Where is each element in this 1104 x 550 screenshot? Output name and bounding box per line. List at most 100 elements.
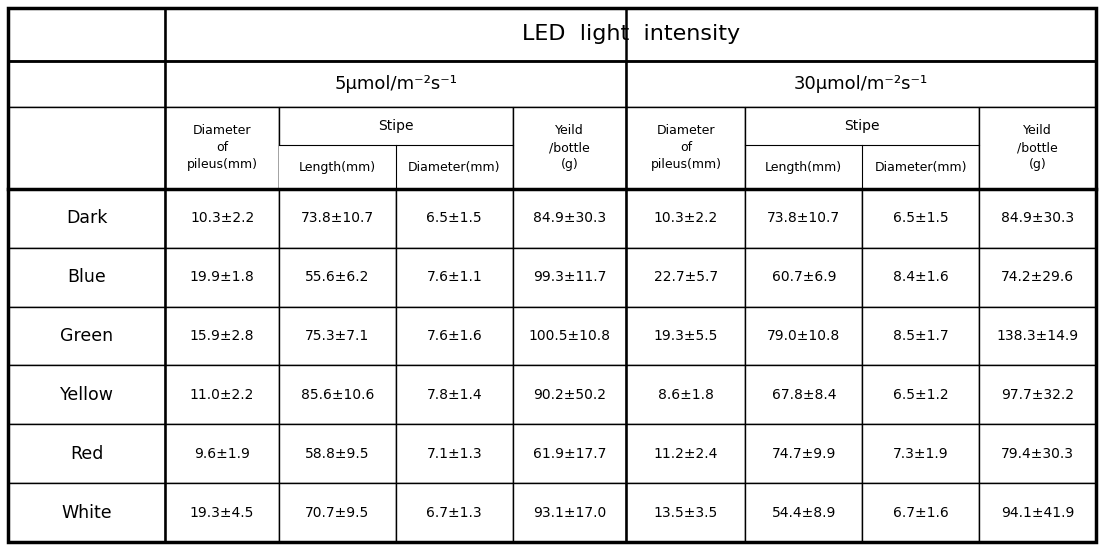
Text: Green: Green xyxy=(60,327,114,345)
Text: 85.6±10.6: 85.6±10.6 xyxy=(300,388,374,402)
Bar xyxy=(745,365,862,424)
Text: 79.4±30.3: 79.4±30.3 xyxy=(1001,447,1074,461)
Text: 7.8±1.4: 7.8±1.4 xyxy=(426,388,482,402)
Text: 6.5±1.2: 6.5±1.2 xyxy=(893,388,948,402)
Text: 6.5±1.5: 6.5±1.5 xyxy=(426,211,482,226)
Bar xyxy=(279,145,396,189)
Text: 10.3±2.2: 10.3±2.2 xyxy=(190,211,254,226)
Bar xyxy=(166,60,626,107)
Text: Diameter(mm): Diameter(mm) xyxy=(874,161,967,174)
Text: 73.8±10.7: 73.8±10.7 xyxy=(300,211,374,226)
Text: 9.6±1.9: 9.6±1.9 xyxy=(194,447,250,461)
Bar xyxy=(979,483,1096,542)
Text: Red: Red xyxy=(70,445,104,463)
Text: 75.3±7.1: 75.3±7.1 xyxy=(305,329,370,343)
Text: 8.6±1.8: 8.6±1.8 xyxy=(658,388,714,402)
Bar xyxy=(279,248,396,306)
Bar xyxy=(862,424,979,483)
Text: 70.7±9.5: 70.7±9.5 xyxy=(305,505,370,520)
Text: 60.7±6.9: 60.7±6.9 xyxy=(772,270,836,284)
Text: Diameter
of
pileus(mm): Diameter of pileus(mm) xyxy=(650,124,721,171)
Bar xyxy=(512,189,626,248)
Text: Yeild
/bottle
(g): Yeild /bottle (g) xyxy=(549,124,590,171)
Bar xyxy=(166,107,279,189)
Text: 6.5±1.5: 6.5±1.5 xyxy=(893,211,948,226)
Text: 13.5±3.5: 13.5±3.5 xyxy=(654,505,718,520)
Bar xyxy=(979,365,1096,424)
Text: 54.4±8.9: 54.4±8.9 xyxy=(772,505,836,520)
Bar xyxy=(626,306,745,365)
Bar xyxy=(512,248,626,306)
Bar xyxy=(279,483,396,542)
Text: Diameter
of
pileus(mm): Diameter of pileus(mm) xyxy=(187,124,257,171)
Bar xyxy=(862,483,979,542)
Text: 93.1±17.0: 93.1±17.0 xyxy=(533,505,606,520)
Bar xyxy=(862,306,979,365)
Bar xyxy=(8,306,166,365)
Text: 84.9±30.3: 84.9±30.3 xyxy=(533,211,606,226)
Text: 55.6±6.2: 55.6±6.2 xyxy=(305,270,370,284)
Text: 5μmol/m⁻²s⁻¹: 5μmol/m⁻²s⁻¹ xyxy=(335,75,457,93)
Text: 22.7±5.7: 22.7±5.7 xyxy=(654,270,718,284)
Text: Length(mm): Length(mm) xyxy=(765,161,842,174)
Bar xyxy=(745,306,862,365)
Bar xyxy=(979,107,1096,189)
Bar xyxy=(745,107,979,189)
Bar xyxy=(512,424,626,483)
Bar xyxy=(166,483,279,542)
Bar xyxy=(279,107,512,189)
Bar xyxy=(626,107,745,189)
Bar xyxy=(8,248,166,306)
Bar xyxy=(626,424,745,483)
Bar xyxy=(8,424,166,483)
Bar xyxy=(166,306,279,365)
Bar xyxy=(626,189,745,248)
Text: 10.3±2.2: 10.3±2.2 xyxy=(654,211,718,226)
Text: 7.1±1.3: 7.1±1.3 xyxy=(426,447,482,461)
Text: 61.9±17.7: 61.9±17.7 xyxy=(533,447,606,461)
Text: LED  light  intensity: LED light intensity xyxy=(521,24,740,45)
Bar xyxy=(512,365,626,424)
Bar xyxy=(8,483,166,542)
Text: White: White xyxy=(62,504,112,521)
Text: 74.2±29.6: 74.2±29.6 xyxy=(1001,270,1074,284)
Text: 7.6±1.6: 7.6±1.6 xyxy=(426,329,482,343)
Bar xyxy=(745,248,862,306)
Text: Diameter(mm): Diameter(mm) xyxy=(408,161,500,174)
Text: 30μmol/m⁻²s⁻¹: 30μmol/m⁻²s⁻¹ xyxy=(794,75,928,93)
Bar xyxy=(626,248,745,306)
Text: Dark: Dark xyxy=(66,209,107,227)
Text: Stipe: Stipe xyxy=(845,119,880,133)
Text: 73.8±10.7: 73.8±10.7 xyxy=(767,211,840,226)
Text: Yeild
/bottle
(g): Yeild /bottle (g) xyxy=(1017,124,1058,171)
Bar xyxy=(166,365,279,424)
Bar xyxy=(979,189,1096,248)
Text: 19.3±5.5: 19.3±5.5 xyxy=(654,329,718,343)
Bar xyxy=(279,424,396,483)
Bar xyxy=(396,365,512,424)
Bar xyxy=(979,248,1096,306)
Text: 90.2±50.2: 90.2±50.2 xyxy=(533,388,606,402)
Bar xyxy=(8,189,166,248)
Text: 94.1±41.9: 94.1±41.9 xyxy=(1001,505,1074,520)
Text: 6.7±1.3: 6.7±1.3 xyxy=(426,505,482,520)
Text: 138.3±14.9: 138.3±14.9 xyxy=(997,329,1079,343)
Text: 19.3±4.5: 19.3±4.5 xyxy=(190,505,254,520)
Bar xyxy=(279,365,396,424)
Bar xyxy=(862,248,979,306)
Text: 97.7±32.2: 97.7±32.2 xyxy=(1001,388,1074,402)
Bar xyxy=(745,424,862,483)
Bar xyxy=(979,306,1096,365)
Text: 11.2±2.4: 11.2±2.4 xyxy=(654,447,718,461)
Text: 74.7±9.9: 74.7±9.9 xyxy=(772,447,836,461)
Bar xyxy=(862,365,979,424)
Bar xyxy=(396,189,512,248)
Bar xyxy=(166,189,279,248)
Bar xyxy=(8,365,166,424)
Text: Blue: Blue xyxy=(67,268,106,286)
Bar xyxy=(396,483,512,542)
Bar xyxy=(396,306,512,365)
Text: 58.8±9.5: 58.8±9.5 xyxy=(305,447,370,461)
Bar xyxy=(626,483,745,542)
Text: 7.6±1.1: 7.6±1.1 xyxy=(426,270,482,284)
